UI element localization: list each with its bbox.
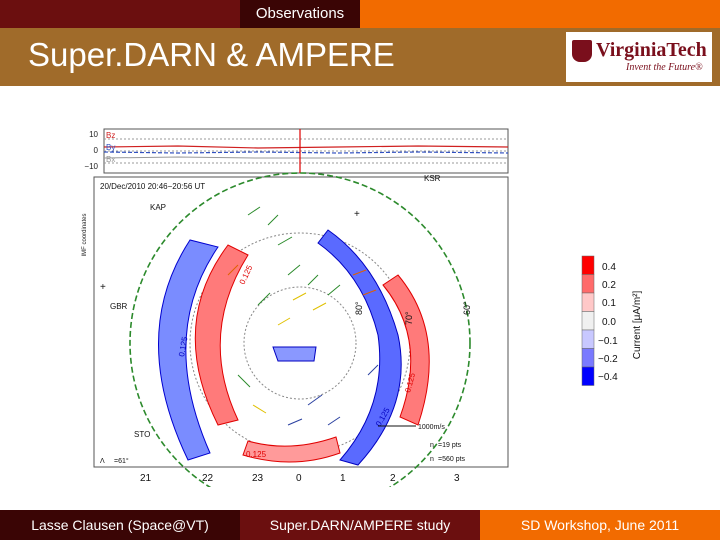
current-colorbar: Current [μA/m²] 0.4 0.2 0.1 0.0 −0.1 −0.… <box>581 255 643 386</box>
colorbar-swatch-4 <box>581 311 595 331</box>
imf-label-by: By <box>106 143 115 152</box>
lat-label-80: 80° <box>354 301 364 315</box>
contour-label-1: 0.125 <box>177 336 189 358</box>
svg-text:+: + <box>354 209 360 220</box>
imf-axis-label: IMF coordinates <box>82 213 88 256</box>
crest-icon <box>572 40 592 62</box>
slide-title: Super.DARN & AMPERE <box>28 36 395 73</box>
imf-label-bz: Bz <box>106 131 115 140</box>
top-banner: Observations <box>0 0 720 28</box>
colorbar-tick-4: 0.0 <box>602 317 616 328</box>
colorbar-tick-3: 0.1 <box>602 298 616 309</box>
npts-2-prefix: n <box>430 456 434 463</box>
station-ksr: KSR <box>424 174 441 183</box>
mlt-22: 22 <box>202 473 214 484</box>
superdarn-ampere-figure: Bz By Bx 10 0 −10 IMF coordinates KAP KS… <box>82 128 509 487</box>
colorbar-swatch-5 <box>581 329 595 349</box>
lat-label-60: 60° <box>462 301 472 315</box>
npts-1-prefix: n <box>430 442 434 449</box>
mlt-21: 21 <box>140 473 152 484</box>
mlt-0: 0 <box>296 473 302 484</box>
station-kap: KAP <box>150 203 166 212</box>
colorbar-swatch-7 <box>581 366 595 386</box>
colorbar-swatch-2 <box>581 274 595 294</box>
npts-2: =560 pts <box>438 456 466 463</box>
banner-accent <box>360 0 720 28</box>
mlt-3: 3 <box>454 473 460 484</box>
imf-tick-0: 0 <box>94 146 99 155</box>
svg-text:+: + <box>100 282 106 293</box>
section-label: Observations <box>240 0 360 28</box>
colorbar-label: Current [μA/m²] <box>632 291 643 360</box>
mlt-23: 23 <box>252 473 264 484</box>
contour-label-5: 0.125 <box>246 450 267 459</box>
logo-name: VirginiaTech <box>596 39 707 61</box>
title-bar: Super.DARN & AMPERE VirginiaTech Invent … <box>0 28 720 86</box>
imf-label-bx: Bx <box>106 155 115 164</box>
colorbar-tick-7: −0.4 <box>598 372 618 383</box>
colorbar-swatch-3 <box>581 292 595 312</box>
station-sto: STO <box>134 430 150 439</box>
colorbar-tick-1: 0.4 <box>602 262 616 273</box>
footer-topic: Super.DARN/AMPERE study <box>240 510 480 540</box>
npts-1: =19 pts <box>438 442 462 449</box>
colorbar-swatch-1 <box>581 255 595 275</box>
imf-tick-10: 10 <box>89 130 98 139</box>
map-timestamp: 20/Dec/2010 20:46−20:56 UT <box>100 182 205 191</box>
mlt-2: 2 <box>390 473 396 484</box>
station-gbr: GBR <box>110 302 128 311</box>
footer: Lasse Clausen (Space@VT) Super.DARN/AMPE… <box>0 510 720 540</box>
imf-tick-minus10: −10 <box>84 162 98 171</box>
colorbar-swatch-6 <box>581 348 595 368</box>
vector-scale: 1000m/s <box>418 424 445 431</box>
logo-tagline: Invent the Future® <box>626 62 703 73</box>
mlt-1: 1 <box>340 473 346 484</box>
lat-label-70: 70° <box>404 311 414 325</box>
colorbar-tick-5: −0.1 <box>598 336 618 347</box>
footer-author: Lasse Clausen (Space@VT) <box>0 510 240 540</box>
colorbar-tick-6: −0.2 <box>598 354 618 365</box>
lambda-value: =61° <box>114 457 129 465</box>
footer-event: SD Workshop, June 2011 <box>480 510 720 540</box>
colorbar-tick-2: 0.2 <box>602 280 616 291</box>
lambda-symbol: Λ <box>100 458 105 465</box>
virginia-tech-logo: VirginiaTech Invent the Future® <box>566 32 712 82</box>
